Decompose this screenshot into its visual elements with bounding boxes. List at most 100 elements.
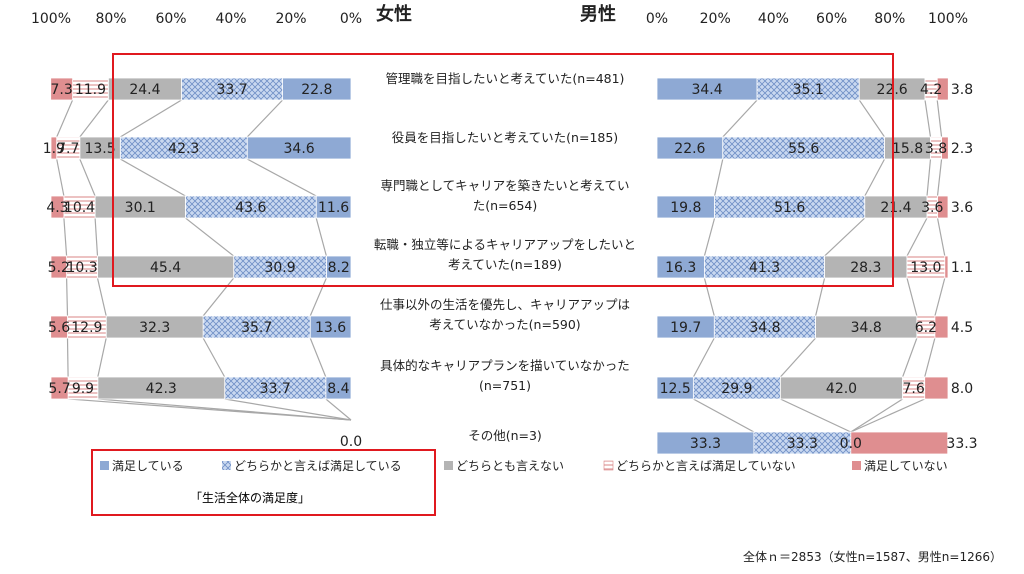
- bars: [50, 77, 949, 455]
- female-data-label: 8.4: [327, 381, 349, 397]
- legend-swatch: [100, 461, 109, 470]
- male-data-label: 21.4: [880, 200, 911, 216]
- male-data-label: 34.8: [851, 320, 882, 336]
- category-label: 考えていなかった(n=590): [429, 317, 580, 332]
- category-label: 仕事以外の生活を優先し、キャリアアップは: [380, 297, 630, 312]
- female-data-label: 12.9: [71, 320, 102, 336]
- male-data-label: 34.4: [691, 82, 722, 98]
- female-connector-line: [79, 78, 352, 421]
- male-bar: [936, 77, 949, 101]
- category-labels: 管理職を目指したいと考えていた(n=481) 役員を目指したいと考えていた(n=1…: [374, 71, 636, 443]
- male-data-label: 33.3: [787, 436, 818, 452]
- legend-highlight-box: [91, 449, 436, 516]
- female-data-label: 43.6: [235, 200, 266, 216]
- category-label: 考えていた(n=189): [448, 257, 562, 272]
- male-data-label: 7.6: [903, 381, 925, 397]
- male-bar: [934, 315, 949, 339]
- female-data-label: 9.9: [72, 381, 94, 397]
- legend-label: 満足していない: [864, 459, 948, 473]
- male-axis-tick: 80%: [874, 11, 905, 27]
- legend-swatch: [603, 460, 614, 471]
- legend-swatch: [222, 461, 231, 470]
- male-data-label: 19.7: [670, 320, 701, 336]
- male-data-label: 42.0: [826, 381, 857, 397]
- female-bar: [50, 77, 74, 101]
- female-data-label: 42.3: [146, 381, 177, 397]
- female-data-label: 4.3: [46, 200, 68, 216]
- female-axis-tick: 100%: [31, 11, 71, 27]
- female-data-label: 11.6: [318, 200, 349, 216]
- female-data-label: 7.7: [57, 141, 79, 157]
- female-connector-line: [56, 78, 352, 421]
- male-data-label: 3.6: [951, 200, 973, 216]
- female-bar: [50, 136, 58, 160]
- male-data-label: 51.6: [774, 200, 805, 216]
- male-data-label: 8.0: [951, 381, 973, 397]
- male-data-label: 2.3: [951, 141, 973, 157]
- female-data-label: 11.9: [75, 82, 106, 98]
- male-axis-tick: 100%: [928, 11, 968, 27]
- legend-label: どちらとも言えない: [456, 459, 564, 473]
- male-data-label: 35.1: [793, 82, 824, 98]
- female-axis-tick: 20%: [275, 11, 306, 27]
- male-bar: [850, 431, 949, 455]
- female-data-label: 30.9: [264, 260, 295, 276]
- category-label: 具体的なキャリアプランを描いていなかった: [380, 358, 630, 373]
- female-data-label: 13.6: [315, 320, 346, 336]
- male-data-label: 1.1: [951, 260, 973, 276]
- male-data-label: 3.8: [951, 82, 973, 98]
- male-data-label: 16.3: [665, 260, 696, 276]
- male-bar: [944, 255, 949, 279]
- female-data-label: 10.4: [64, 200, 95, 216]
- male-data-label: 15.8: [892, 141, 923, 157]
- male-data-label: 4.5: [951, 320, 973, 336]
- male-axis-tick: 40%: [758, 11, 789, 27]
- female-data-label: 10.3: [66, 260, 97, 276]
- female-data-label: 24.4: [129, 82, 160, 98]
- female-data-label: 34.6: [284, 141, 315, 157]
- female-data-label: 42.3: [168, 141, 199, 157]
- female-data-label: 5.2: [48, 260, 70, 276]
- male-data-label: 28.3: [850, 260, 881, 276]
- male-data-label: 3.8: [925, 141, 947, 157]
- male-bar: [937, 195, 949, 219]
- female-data-label: 0.0: [340, 434, 362, 450]
- category-label: その他(n=3): [468, 428, 542, 443]
- highlight-box: [112, 53, 894, 287]
- female-data-label: 5.7: [48, 381, 70, 397]
- male-data-label: 13.0: [910, 260, 941, 276]
- male-bar: [941, 136, 949, 160]
- legend-caption: 「生活全体の満足度」: [190, 490, 310, 505]
- male-data-label: 29.9: [721, 381, 752, 397]
- data-labels: 22.8 33.7 24.4 11.97.3 34.4 35.1 22.6 4.2 3.8 34.…: [43, 82, 978, 452]
- footnote: 全体ｎ＝2853（女性n=1587、男性n=1266）: [743, 550, 1002, 564]
- female-bar: [50, 255, 68, 279]
- female-bar: [50, 315, 68, 339]
- male-axis-tick: 20%: [700, 11, 731, 27]
- male-data-label: 0.0: [840, 436, 862, 452]
- male-data-label: 33.3: [690, 436, 721, 452]
- male-title: 男性: [580, 3, 616, 25]
- male-data-label: 34.8: [749, 320, 780, 336]
- category-label: (n=751): [479, 378, 531, 393]
- category-label: 専門職としてキャリアを築きたいと考えてい: [380, 178, 629, 193]
- legend-label: 満足している: [112, 459, 184, 473]
- female-data-label: 5.6: [48, 320, 70, 336]
- female-bar: [50, 376, 69, 400]
- female-axis-tick: 80%: [95, 11, 126, 27]
- female-connector-line: [119, 78, 352, 421]
- male-data-label: 33.3: [946, 436, 977, 452]
- legend: 満足している どちらかと言えば満足している どちらとも言えない どちらかと言えば満足し…: [100, 459, 948, 473]
- male-data-label: 22.6: [674, 141, 705, 157]
- legend-swatch: [852, 461, 861, 470]
- female-title: 女性: [376, 3, 412, 25]
- female-axis-tick: 40%: [215, 11, 246, 27]
- female-axis-tick: 60%: [155, 11, 186, 27]
- male-axis-tick: 0%: [646, 11, 668, 27]
- male-data-label: 3.6: [921, 200, 943, 216]
- male-data-label: 19.8: [670, 200, 701, 216]
- female-data-label: 33.7: [260, 381, 291, 397]
- category-label: 役員を目指したいと考えていた(n=185): [392, 130, 618, 145]
- female-data-label: 1.9: [43, 141, 65, 157]
- axes: 100% 80% 60% 40% 20% 0% 0% 20% 40% 60% 80% 100% 女性 男性: [31, 3, 968, 27]
